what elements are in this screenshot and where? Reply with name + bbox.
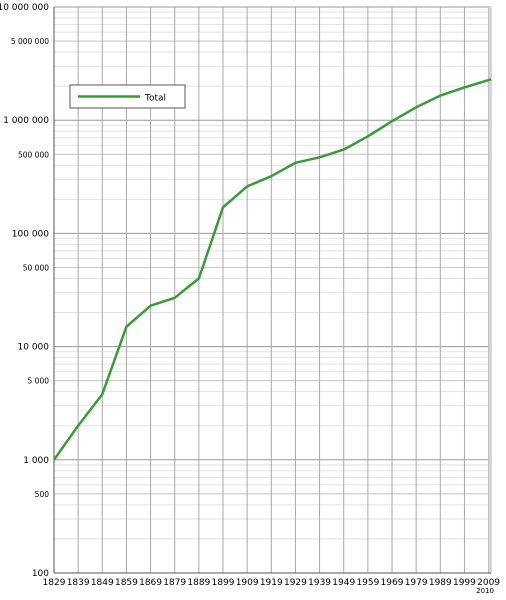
plot-edge-band	[488, 7, 491, 573]
y-tick-label: 10 000 000	[0, 3, 49, 13]
x-tick-label: 1939	[308, 578, 331, 588]
y-tick-label: 500	[35, 490, 50, 499]
x-tick-label: 1869	[139, 578, 162, 588]
axes	[53, 7, 491, 574]
tick-labels: 100 500 1 000 5 000 10 000 50 000 100 000 500 0…	[0, 3, 500, 595]
y-tick-label: 5 000 000	[11, 37, 49, 46]
y-tick-label: 100 000	[12, 229, 49, 239]
grid	[53, 6, 492, 574]
x-tick-label: 1909	[236, 578, 259, 588]
x-tick-label: 1959	[356, 578, 379, 588]
x-tick-label: 1999	[453, 578, 476, 588]
x-tick-label: 2009	[477, 578, 500, 588]
y-tick-label: 5 000	[28, 377, 50, 386]
y-tick-label: 1 000 000	[3, 116, 49, 126]
y-tick-label: 100	[32, 569, 49, 579]
series-lines	[52, 78, 492, 461]
x-tick-label: 1839	[67, 578, 90, 588]
x-tick-label: 1929	[284, 578, 307, 588]
legend-label-total: Total	[144, 94, 166, 104]
x-tick-label: 1889	[187, 578, 210, 588]
y-tick-label: 50 000	[23, 263, 49, 272]
y-tick-label: 500 000	[18, 150, 49, 159]
x-tick-label: 1879	[163, 578, 186, 588]
x-tick-label: 1989	[429, 578, 452, 588]
x-tick-label: 1829	[43, 578, 66, 588]
y-tick-label: 10 000	[18, 343, 50, 353]
x-tick-label: 1949	[332, 578, 355, 588]
x-tick-label: 1849	[91, 578, 114, 588]
x-tick-label: 2010	[476, 587, 494, 595]
series-line-total	[52, 78, 492, 461]
y-tick-label: 1 000	[23, 456, 49, 466]
x-tick-label: 1979	[405, 578, 428, 588]
legend: Total	[69, 84, 186, 109]
x-tick-label: 1969	[381, 578, 404, 588]
x-tick-label: 1859	[115, 578, 138, 588]
x-tick-label: 1899	[212, 578, 235, 588]
x-tick-label: 1919	[260, 578, 283, 588]
